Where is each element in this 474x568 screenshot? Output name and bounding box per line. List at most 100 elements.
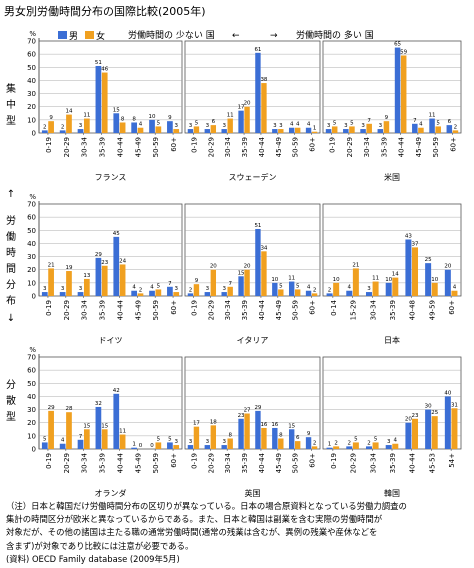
side-label-bottom: 型 <box>6 410 16 423</box>
data-label-female: 0 <box>139 443 143 449</box>
bar-male <box>187 129 194 133</box>
x-tick-label: 40-48 <box>409 300 417 320</box>
y-unit-label: % <box>29 193 36 201</box>
data-label-female: 9 <box>385 115 389 121</box>
bar-male <box>405 239 412 296</box>
x-tick-label: 50-59 <box>292 453 300 473</box>
bar-male <box>394 47 401 134</box>
data-label-female: 21 <box>352 262 359 268</box>
bar-female <box>137 127 144 133</box>
bar-female <box>137 293 144 296</box>
bar-male <box>167 442 173 449</box>
data-label-male: 2 <box>348 440 352 446</box>
bar-male <box>131 447 138 449</box>
x-tick-label: 0-19 <box>190 300 198 316</box>
x-tick-label: 45-49 <box>134 300 142 320</box>
x-tick-label: 30-34 <box>224 299 232 320</box>
bar-male <box>95 257 102 296</box>
bar-male <box>446 125 453 133</box>
bar-male <box>167 286 173 296</box>
data-label-female: 5 <box>157 436 161 442</box>
bar-female <box>210 125 217 133</box>
data-label-male: 1 <box>132 442 136 448</box>
bar-male <box>425 263 432 296</box>
x-tick-label: 40-44 <box>258 299 266 320</box>
data-label-female: 37 <box>412 241 419 247</box>
data-label-male: 3 <box>61 286 65 292</box>
bar-female <box>244 413 250 449</box>
bar-female <box>294 127 301 133</box>
data-label-male: 25 <box>425 257 432 263</box>
bar-male <box>444 269 451 296</box>
bar-male <box>377 129 384 133</box>
data-label-male: 2 <box>43 124 47 130</box>
data-label-female: 4 <box>139 122 143 128</box>
data-label-female: 4 <box>453 285 457 291</box>
data-label-female: 5 <box>350 120 354 126</box>
data-label-female: 16 <box>260 422 267 428</box>
x-tick-label: 0-19 <box>45 453 53 469</box>
x-tick-label: 30-34 <box>369 299 377 320</box>
data-label-female: 3 <box>174 439 178 445</box>
chart-title: 男女別労働時間分布の国際比較(2005年) <box>4 4 206 18</box>
x-tick-label: 50-59 <box>152 300 160 320</box>
bar-male <box>255 228 261 296</box>
y-tick-label: 70 <box>27 201 36 209</box>
x-tick-label: 30-34 <box>81 299 89 320</box>
bar-female <box>244 269 250 296</box>
bar-female <box>101 72 108 133</box>
data-label-female: 1 <box>313 126 317 132</box>
bar-female <box>83 429 90 449</box>
bar-male <box>288 281 295 296</box>
data-label-male: 3 <box>222 286 226 292</box>
x-tick-label: 45-49 <box>134 453 142 473</box>
bar-female <box>227 118 233 133</box>
bar-female <box>278 289 284 296</box>
y-tick-label: 70 <box>27 38 36 46</box>
data-label-female: 19 <box>65 265 72 271</box>
x-tick-label: 20-29 <box>63 453 71 473</box>
bar-female <box>366 123 372 133</box>
bar-male <box>41 442 48 449</box>
bar-male <box>365 292 372 296</box>
data-label-male: 2 <box>328 287 332 293</box>
x-tick-label: 20-29 <box>63 300 71 320</box>
data-label-male: 10 <box>385 277 392 283</box>
data-label-female: 2 <box>313 287 317 293</box>
data-label-female: 20 <box>210 264 217 270</box>
side-label-middle: 間 <box>6 263 16 275</box>
data-label-female: 20 <box>244 264 251 270</box>
data-label-female: 2 <box>313 440 317 446</box>
bar-female <box>294 289 301 296</box>
data-label-male: 3 <box>344 123 348 129</box>
x-tick-label: 40-44 <box>116 136 124 157</box>
data-label-female: 17 <box>193 421 200 427</box>
x-tick-label: 40-44 <box>258 136 266 157</box>
y-tick-label: 0 <box>32 130 36 138</box>
data-label-male: 4 <box>348 285 352 291</box>
bar-female <box>412 247 419 296</box>
country-label: スウェーデン <box>229 172 277 182</box>
data-label-female: 24 <box>119 258 126 264</box>
bar-female <box>372 281 379 296</box>
bar-male <box>412 123 418 133</box>
x-tick-label: 54+ <box>448 453 456 468</box>
bar-female <box>451 408 458 449</box>
bar-male <box>77 292 84 296</box>
y-tick-label: 40 <box>27 393 36 401</box>
data-label-male: 29 <box>95 252 102 258</box>
bar-male <box>385 282 392 296</box>
bar-male <box>346 446 353 449</box>
panel-frame <box>38 40 183 134</box>
y-tick-label: 0 <box>32 446 36 454</box>
data-label-female: 14 <box>392 272 399 278</box>
side-label-middle: 布 <box>6 295 16 307</box>
data-label-female: 15 <box>83 423 90 429</box>
country-label: 英国 <box>245 488 261 498</box>
y-tick-label: 30 <box>27 253 36 261</box>
side-label-bottom: 分 <box>6 379 16 391</box>
data-label-female: 5 <box>279 283 283 289</box>
arrow-text-right: 労働時間の 多い 国 <box>296 29 374 41</box>
data-label-male: 3 <box>379 123 383 129</box>
bar-male <box>221 292 227 296</box>
